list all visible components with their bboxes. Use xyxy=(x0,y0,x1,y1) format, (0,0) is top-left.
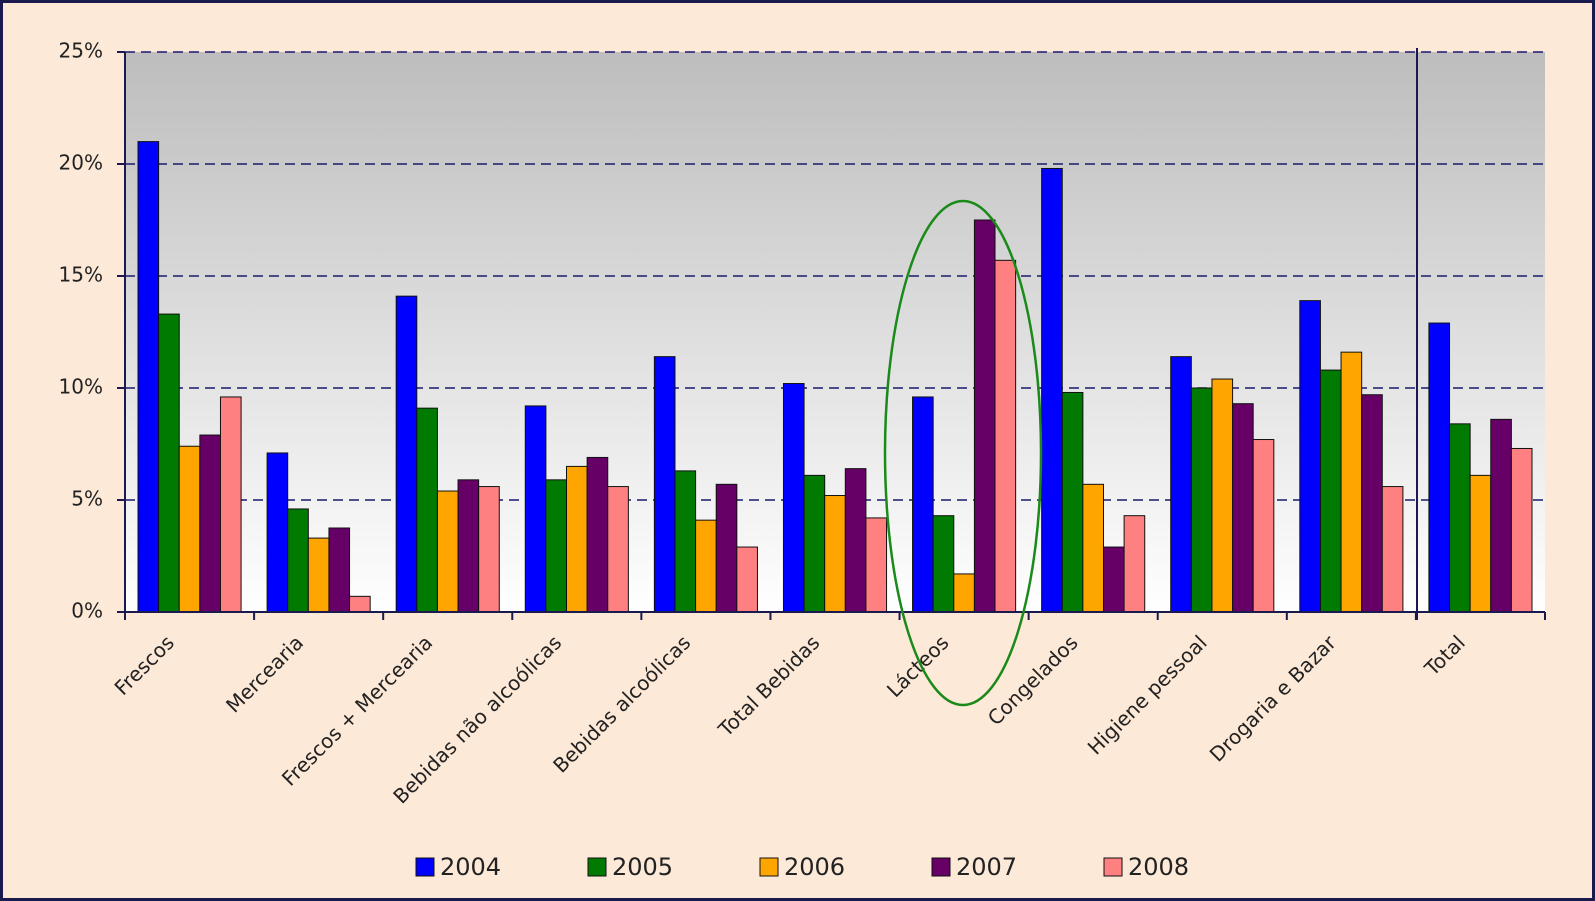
bar xyxy=(349,595,371,613)
bar xyxy=(932,515,955,613)
legend-swatch xyxy=(759,857,779,877)
legend-label: 2008 xyxy=(1128,853,1189,881)
y-tick-label: 0% xyxy=(71,599,103,623)
bar xyxy=(844,468,867,613)
bar xyxy=(199,434,221,613)
bar xyxy=(1061,391,1084,613)
bar xyxy=(1490,418,1512,613)
bar xyxy=(1381,486,1404,613)
bar xyxy=(1361,394,1383,613)
bar xyxy=(1428,322,1451,613)
bar xyxy=(1041,167,1063,613)
bar xyxy=(695,519,717,613)
bar xyxy=(1211,378,1234,613)
bar xyxy=(328,527,351,613)
bar xyxy=(137,141,160,613)
bar xyxy=(994,259,1017,613)
bar xyxy=(1510,447,1533,613)
bar xyxy=(266,452,289,613)
bar xyxy=(586,456,609,613)
bar xyxy=(1123,515,1146,613)
bar xyxy=(1190,387,1213,613)
bar xyxy=(653,356,676,613)
bar xyxy=(715,483,738,613)
bar xyxy=(824,495,846,613)
bar xyxy=(416,407,438,613)
bar xyxy=(803,474,826,613)
bar xyxy=(1252,439,1275,613)
bar xyxy=(973,219,996,613)
bar xyxy=(1299,300,1321,613)
bar xyxy=(953,573,975,613)
y-tick-label: 25% xyxy=(59,39,103,63)
legend-label: 2006 xyxy=(784,853,845,881)
bar xyxy=(158,313,180,613)
bar xyxy=(912,396,934,613)
y-tick-label: 20% xyxy=(59,151,103,175)
legend-swatch xyxy=(415,857,435,877)
bar xyxy=(1102,546,1125,613)
bar xyxy=(395,295,418,613)
legend-swatch xyxy=(1103,857,1123,877)
bar xyxy=(1082,483,1104,613)
legend-swatch xyxy=(931,857,951,877)
bar xyxy=(219,396,242,613)
highlight-ellipse xyxy=(883,199,1043,707)
bar xyxy=(736,546,758,613)
bar xyxy=(865,517,888,613)
bar xyxy=(674,470,697,613)
legend-label: 2004 xyxy=(440,853,501,881)
bar xyxy=(457,479,480,613)
bar xyxy=(307,537,330,613)
y-tick-label: 10% xyxy=(59,375,103,399)
legend-swatch xyxy=(587,857,607,877)
bar xyxy=(287,508,309,613)
bar xyxy=(524,405,547,613)
bar xyxy=(436,490,459,613)
bar xyxy=(1232,403,1254,613)
legend-label: 2007 xyxy=(956,853,1017,881)
bar xyxy=(1170,356,1192,613)
bar xyxy=(478,486,500,613)
y-tick-label: 5% xyxy=(71,487,103,511)
bar xyxy=(1340,351,1363,613)
bar xyxy=(1469,474,1492,613)
bar xyxy=(566,465,588,613)
bar xyxy=(782,383,805,613)
bar xyxy=(607,486,629,613)
bar xyxy=(545,479,568,613)
bar xyxy=(1319,369,1342,613)
y-tick-label: 15% xyxy=(59,263,103,287)
legend-label: 2005 xyxy=(612,853,673,881)
bar xyxy=(1449,423,1471,613)
bar xyxy=(178,445,201,613)
